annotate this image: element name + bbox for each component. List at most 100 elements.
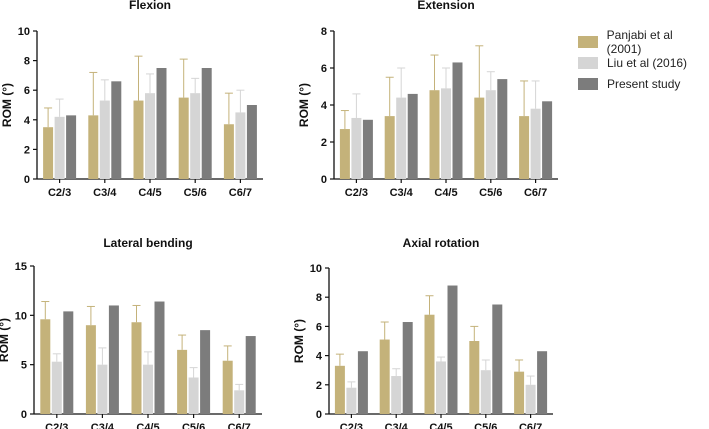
- bar-liu: [51, 361, 62, 414]
- y-tick-label: 8: [321, 26, 327, 38]
- y-tick-label: 0: [21, 409, 27, 421]
- chart-title: Flexion: [129, 0, 171, 12]
- x-tick-label: C2/3: [48, 187, 71, 199]
- bar-present: [402, 322, 413, 414]
- bar-present: [542, 101, 553, 179]
- chart-title: Extension: [417, 0, 474, 12]
- y-tick-label: 15: [15, 261, 27, 273]
- y-tick-label: 0: [321, 174, 327, 186]
- x-tick-label: C6/7: [519, 422, 542, 429]
- bar-panjabi: [131, 322, 142, 414]
- bar-liu: [480, 370, 491, 414]
- bar-liu: [530, 108, 541, 179]
- bar-panjabi: [514, 371, 525, 414]
- y-tick-label: 5: [21, 360, 27, 372]
- chart-panel-3: Lateral bending ROM (°) 0 5 10 15 C2/3 C3/4 C4/5…: [0, 236, 262, 429]
- y-tick-label: 6: [316, 321, 322, 333]
- bar-present: [156, 68, 167, 179]
- bar-liu: [525, 384, 536, 414]
- bar-panjabi: [339, 129, 350, 179]
- x-tick-label: C5/6: [184, 187, 207, 199]
- bar-panjabi: [223, 124, 234, 179]
- bar-liu: [436, 361, 446, 414]
- x-tick-label: C3/4: [385, 422, 409, 429]
- bar-panjabi: [519, 116, 530, 179]
- y-tick-label: 10: [15, 310, 27, 322]
- bar-present: [63, 311, 74, 414]
- bar-liu: [99, 100, 110, 179]
- bar-panjabi: [40, 319, 51, 414]
- y-tick-label: 10: [310, 263, 322, 275]
- y-tick-label: 4: [316, 351, 323, 363]
- bar-liu: [235, 112, 246, 179]
- bar-present: [497, 79, 508, 179]
- bar-present: [452, 62, 463, 180]
- y-tick-label: 8: [316, 292, 322, 304]
- bar-present: [246, 105, 257, 179]
- chart-panel-1: Flexion ROM (°) 0 2 4 6 8 10 C2/3 C3/4 C4/5 C5/6 C6/…: [0, 0, 263, 199]
- legend-label-panjabi: Panjabi et al (2001): [606, 28, 673, 56]
- bar-liu: [54, 116, 65, 179]
- bar-panjabi: [469, 341, 480, 414]
- x-tick-label: C5/6: [479, 187, 502, 199]
- y-tick-label: 2: [24, 144, 30, 156]
- x-tick-label: C4/5: [136, 422, 159, 429]
- legend: Panjabi et al (2001) Liu et al (2016) Pr…: [578, 28, 709, 95]
- bar-panjabi: [133, 100, 144, 179]
- bar-present: [357, 351, 368, 414]
- legend-swatch-present: [578, 78, 598, 90]
- bar-liu: [485, 90, 496, 179]
- x-tick-label: C3/4: [93, 187, 117, 199]
- bar-present: [407, 93, 418, 179]
- bar-panjabi: [379, 339, 390, 414]
- y-tick-label: 0: [24, 174, 30, 186]
- x-tick-label: C2/3: [45, 422, 68, 429]
- y-tick-label: 6: [321, 63, 327, 75]
- y-tick-label: 2: [316, 380, 322, 392]
- bar-panjabi: [222, 360, 233, 414]
- y-tick-label: 2: [321, 137, 327, 149]
- bar-present: [200, 330, 211, 414]
- y-axis-label: ROM (°): [0, 83, 14, 127]
- legend-item-present: Present study: [578, 74, 709, 94]
- chart-title: Lateral bending: [103, 236, 192, 250]
- bar-liu: [97, 364, 108, 414]
- bar-panjabi: [424, 314, 435, 414]
- x-tick-label: C6/7: [229, 187, 252, 199]
- bar-present: [447, 285, 458, 414]
- bar-present: [66, 115, 77, 179]
- bar-liu: [190, 93, 201, 179]
- x-tick-label: C2/3: [340, 422, 363, 429]
- chart-title: Axial rotation: [403, 236, 480, 250]
- bar-panjabi: [85, 325, 96, 414]
- y-tick-label: 6: [24, 85, 30, 97]
- legend-label-liu: Liu et al (2016): [607, 56, 688, 70]
- x-tick-label: C6/7: [228, 422, 251, 429]
- y-axis-label: ROM (°): [0, 318, 11, 362]
- x-tick-label: C4/5: [429, 422, 452, 429]
- legend-item-panjabi: Panjabi et al (2001): [578, 28, 709, 56]
- bar-panjabi: [334, 365, 345, 414]
- y-tick-label: 0: [316, 409, 322, 421]
- y-axis-label: ROM (°): [297, 83, 311, 127]
- x-tick-label: C6/7: [524, 187, 547, 199]
- bar-present: [245, 336, 256, 414]
- bar-panjabi: [178, 97, 189, 179]
- x-tick-label: C5/6: [182, 422, 205, 429]
- bar-panjabi: [88, 115, 99, 179]
- bar-liu: [188, 377, 199, 414]
- x-tick-label: C4/5: [138, 187, 161, 199]
- y-tick-label: 8: [24, 56, 30, 68]
- bar-present: [362, 119, 373, 179]
- x-tick-label: C3/4: [91, 422, 115, 429]
- legend-swatch-liu: [578, 57, 598, 69]
- legend-item-liu: Liu et al (2016): [578, 53, 709, 73]
- bar-present: [537, 351, 548, 414]
- bar-liu: [396, 97, 407, 179]
- bar-liu: [145, 93, 155, 179]
- bar-panjabi: [43, 127, 54, 179]
- x-tick-label: C3/4: [390, 187, 414, 199]
- chart-panel-2: Extension ROM (°) 0 2 4 6 8 C2/3 C3/4 C4/5 C5/6 C6/…: [297, 0, 558, 199]
- bar-present: [154, 301, 165, 414]
- x-tick-label: C5/6: [474, 422, 497, 429]
